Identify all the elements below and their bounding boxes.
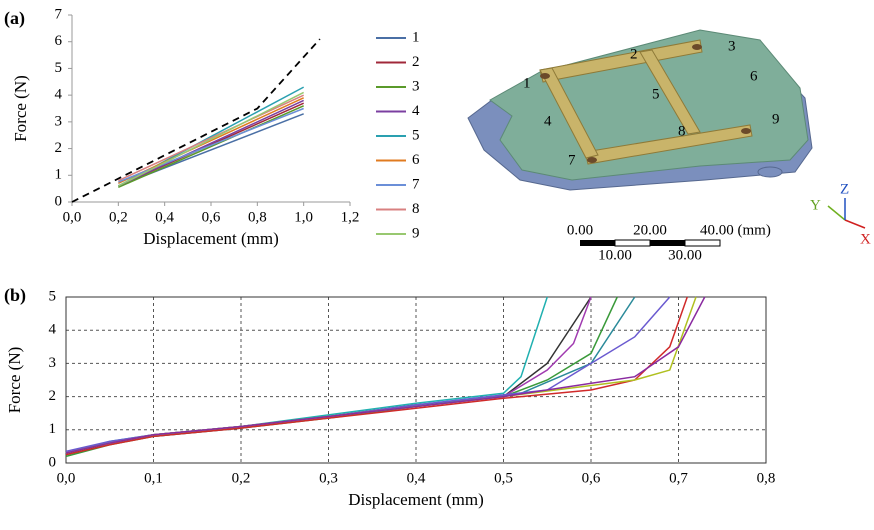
- x-tick-label: 0,7: [669, 470, 688, 486]
- y-tick-label: 2: [55, 140, 63, 156]
- x-tick-label: 0,5: [494, 470, 513, 486]
- y-tick-label: 0: [49, 454, 57, 470]
- axis-label: Z: [840, 181, 849, 197]
- device-render: 1 2 3 4 5 6 7 8 9: [468, 30, 812, 190]
- device-foot: [758, 167, 782, 177]
- y-tick-label: 4: [55, 87, 63, 103]
- point-label: 5: [652, 86, 660, 102]
- series-line: [118, 109, 303, 182]
- scale-label: 40.00 (mm): [700, 222, 771, 238]
- y-tick-label: 6: [55, 33, 63, 49]
- point-label: 3: [728, 38, 736, 54]
- x-tick-label: 0,3: [319, 470, 338, 486]
- series-line: [118, 100, 303, 185]
- x-tick-label: 0,2: [109, 209, 128, 225]
- y-tick-label: 4: [49, 322, 57, 338]
- series-line: [66, 297, 670, 451]
- legend-label: 8: [412, 201, 420, 217]
- x-axis-label: Displacement (mm): [348, 490, 484, 509]
- y-tick-label: 3: [55, 113, 63, 129]
- y-tick-label: 2: [49, 388, 57, 404]
- scale-label: 20.00: [633, 222, 667, 238]
- x-tick-label: 0,2: [232, 470, 251, 486]
- x-tick-label: 0,0: [63, 209, 82, 225]
- device-pin: [587, 157, 597, 163]
- panel-label: (a): [4, 8, 25, 29]
- series-line: [118, 95, 303, 180]
- point-label: 8: [678, 123, 686, 139]
- y-tick-label: 1: [55, 167, 63, 183]
- y-tick-label: 0: [55, 193, 63, 209]
- axis-label: Y: [810, 197, 821, 213]
- device-pin: [540, 73, 550, 79]
- x-tick-label: 0,4: [407, 470, 426, 486]
- scale-label: 0.00: [567, 222, 593, 238]
- point-label: 1: [523, 75, 531, 91]
- point-label: 4: [544, 113, 552, 129]
- point-label: 6: [750, 68, 758, 84]
- y-axis-label: Force (N): [5, 347, 24, 414]
- legend-label: 6: [412, 152, 420, 168]
- point-label: 7: [568, 152, 576, 168]
- x-tick-label: 0,8: [757, 470, 776, 486]
- legend-label: 2: [412, 54, 420, 70]
- series-line: [66, 297, 617, 456]
- reference-line: [72, 39, 320, 202]
- y-tick-label: 7: [55, 6, 63, 22]
- x-tick-label: 0,6: [202, 209, 221, 225]
- y-tick-label: 5: [49, 288, 57, 304]
- panel-label: (b): [4, 285, 26, 306]
- series-line: [66, 297, 687, 455]
- device-pin: [692, 44, 702, 50]
- x-tick-label: 0,1: [144, 470, 163, 486]
- axis-label: X: [860, 231, 871, 247]
- scale-label: 30.00: [668, 247, 702, 263]
- x-tick-label: 0,0: [57, 470, 76, 486]
- axis-triad: X Y Z: [810, 181, 871, 247]
- y-axis-label: Force (N): [11, 75, 30, 142]
- legend-label: 4: [412, 103, 420, 119]
- legend-label: 3: [412, 78, 420, 94]
- y-tick-label: 1: [49, 421, 57, 437]
- figure: (a) (b) 1 2 3 4 5 6 7 8 9 X Y Z: [0, 0, 874, 530]
- series-line: [118, 106, 303, 187]
- x-tick-label: 0,6: [582, 470, 601, 486]
- x-axis-label: Displacement (mm): [143, 229, 279, 248]
- scale-label: 10.00: [598, 247, 632, 263]
- device-pin: [741, 128, 751, 134]
- scale-bar: 0.00 20.00 40.00 (mm) 10.00 30.00: [567, 222, 771, 263]
- point-label: 9: [772, 111, 780, 127]
- x-tick-label: 0,4: [155, 209, 174, 225]
- x-tick-label: 1,0: [294, 209, 313, 225]
- x-tick-label: 0,8: [248, 209, 267, 225]
- legend-label: 1: [412, 29, 420, 45]
- point-label: 2: [630, 46, 638, 62]
- legend-label: 5: [412, 127, 420, 143]
- x-tick-label: 1,2: [341, 209, 360, 225]
- series-line: [118, 92, 303, 186]
- legend-label: 9: [412, 225, 420, 241]
- y-tick-label: 5: [55, 60, 63, 76]
- legend-label: 7: [412, 176, 420, 192]
- y-tick-label: 3: [49, 355, 57, 371]
